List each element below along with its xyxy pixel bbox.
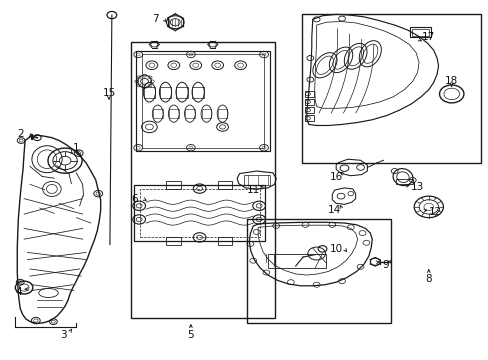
Bar — [176, 87, 187, 98]
Bar — [140, 189, 259, 237]
Text: 4: 4 — [16, 287, 22, 297]
Text: 13: 13 — [410, 182, 424, 192]
Text: 9: 9 — [382, 260, 388, 270]
Text: 1: 1 — [73, 143, 80, 153]
Bar — [411, 29, 428, 36]
Bar — [142, 54, 264, 148]
Bar — [302, 14, 481, 163]
Bar — [143, 87, 155, 98]
Bar — [131, 42, 275, 318]
Bar — [305, 99, 313, 105]
Text: 18: 18 — [444, 76, 457, 86]
Bar — [134, 185, 265, 241]
Bar — [192, 87, 203, 98]
Bar — [246, 220, 390, 323]
Text: 7: 7 — [152, 14, 159, 24]
Text: 8: 8 — [425, 274, 431, 284]
Bar — [217, 109, 227, 118]
Text: 2: 2 — [17, 129, 23, 139]
Bar — [166, 237, 181, 244]
Text: 6: 6 — [131, 194, 138, 204]
Bar — [395, 179, 412, 184]
Bar — [409, 27, 430, 37]
Text: 10: 10 — [329, 244, 342, 254]
Text: 3: 3 — [60, 330, 66, 340]
Text: 14: 14 — [327, 206, 341, 216]
Text: 15: 15 — [102, 88, 115, 98]
Bar — [305, 116, 313, 121]
Bar — [168, 109, 178, 118]
Bar — [136, 51, 270, 151]
Bar — [305, 107, 313, 113]
Bar — [184, 109, 194, 118]
Bar — [153, 109, 162, 118]
Bar — [159, 87, 171, 98]
Text: 17: 17 — [421, 32, 434, 42]
Bar — [217, 237, 232, 244]
Bar — [243, 175, 270, 185]
Text: 5: 5 — [187, 330, 194, 340]
Text: 16: 16 — [329, 172, 342, 182]
Text: 12: 12 — [428, 207, 441, 217]
Bar — [305, 91, 313, 97]
Text: 11: 11 — [246, 185, 259, 195]
Bar — [267, 253, 326, 268]
Bar — [217, 181, 232, 189]
Bar — [166, 181, 181, 189]
Bar — [201, 109, 211, 118]
